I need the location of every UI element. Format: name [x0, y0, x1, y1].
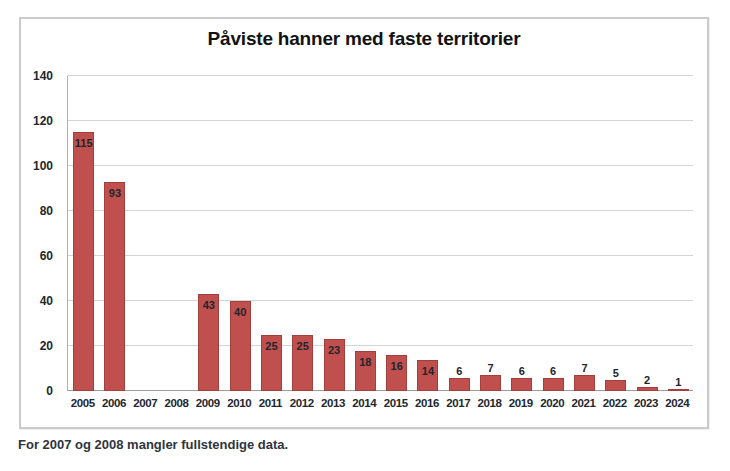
x-tick-label-2015: 2015	[380, 396, 411, 411]
bar-2006	[104, 182, 125, 391]
y-tick-label-100: 100	[21, 158, 53, 174]
bar-value-label-2014: 18	[350, 356, 381, 368]
footnote: For 2007 og 2008 mangler fullstendige da…	[18, 437, 288, 452]
y-tick-label-140: 140	[21, 68, 53, 84]
gridline-60	[68, 255, 693, 256]
bar-value-label-2024: 1	[663, 376, 694, 388]
bar-2021	[574, 375, 595, 391]
gridline-140	[68, 75, 693, 76]
bar-2024	[668, 389, 689, 391]
bar-2005	[73, 132, 94, 391]
x-tick-label-2010: 2010	[224, 396, 255, 411]
plot-area: 11593434025252318161467667521	[67, 76, 693, 391]
x-tick-label-2022: 2022	[599, 396, 630, 411]
bar-value-label-2019: 6	[506, 365, 537, 377]
y-tick-label-20: 20	[21, 338, 53, 354]
bar-2023	[637, 387, 658, 392]
bar-value-label-2011: 25	[256, 340, 287, 352]
bar-2019	[511, 378, 532, 392]
chart-title: Påviste hanner med faste territorier	[21, 28, 707, 50]
x-tick-label-2012: 2012	[286, 396, 317, 411]
y-tick-label-40: 40	[21, 293, 53, 309]
gridline-80	[68, 210, 693, 211]
gridline-100	[68, 165, 693, 166]
gridline-40	[68, 300, 693, 301]
x-tick-label-2006: 2006	[98, 396, 129, 411]
x-tick-label-2019: 2019	[505, 396, 536, 411]
bar-value-label-2010: 40	[225, 306, 256, 318]
gridline-120	[68, 120, 693, 121]
x-tick-label-2017: 2017	[443, 396, 474, 411]
bar-value-label-2012: 25	[287, 340, 318, 352]
x-tick-label-2005: 2005	[67, 396, 98, 411]
x-tick-label-2014: 2014	[349, 396, 380, 411]
bar-value-label-2015: 16	[381, 360, 412, 372]
bar-value-label-2006: 93	[99, 187, 130, 199]
bar-value-label-2009: 43	[193, 299, 224, 311]
x-tick-label-2007: 2007	[130, 396, 161, 411]
x-tick-label-2011: 2011	[255, 396, 286, 411]
page: Påviste hanner med faste territorier 115…	[0, 0, 730, 471]
x-tick-label-2024: 2024	[662, 396, 693, 411]
x-tick-label-2023: 2023	[630, 396, 661, 411]
x-tick-label-2020: 2020	[537, 396, 568, 411]
x-tick-label-2021: 2021	[568, 396, 599, 411]
bar-2022	[605, 380, 626, 391]
x-tick-label-2016: 2016	[411, 396, 442, 411]
x-tick-label-2013: 2013	[317, 396, 348, 411]
bar-chart-frame: Påviste hanner med faste territorier 115…	[19, 17, 709, 429]
x-tick-label-2008: 2008	[161, 396, 192, 411]
bar-value-label-2016: 14	[412, 365, 443, 377]
bar-value-label-2022: 5	[600, 367, 631, 379]
bar-value-label-2018: 7	[475, 362, 506, 374]
x-tick-label-2009: 2009	[192, 396, 223, 411]
y-tick-label-80: 80	[21, 203, 53, 219]
y-tick-label-120: 120	[21, 113, 53, 129]
bar-2020	[543, 378, 564, 392]
bar-value-label-2017: 6	[444, 365, 475, 377]
bar-2017	[449, 378, 470, 392]
x-tick-label-2018: 2018	[474, 396, 505, 411]
bar-value-label-2021: 7	[569, 362, 600, 374]
y-tick-label-0: 0	[21, 383, 53, 399]
gridline-20	[68, 345, 693, 346]
y-tick-label-60: 60	[21, 248, 53, 264]
bar-value-label-2005: 115	[68, 137, 99, 149]
bar-2018	[480, 375, 501, 391]
bar-value-label-2023: 2	[631, 374, 662, 386]
bar-value-label-2020: 6	[538, 365, 569, 377]
bar-value-label-2013: 23	[318, 344, 349, 356]
